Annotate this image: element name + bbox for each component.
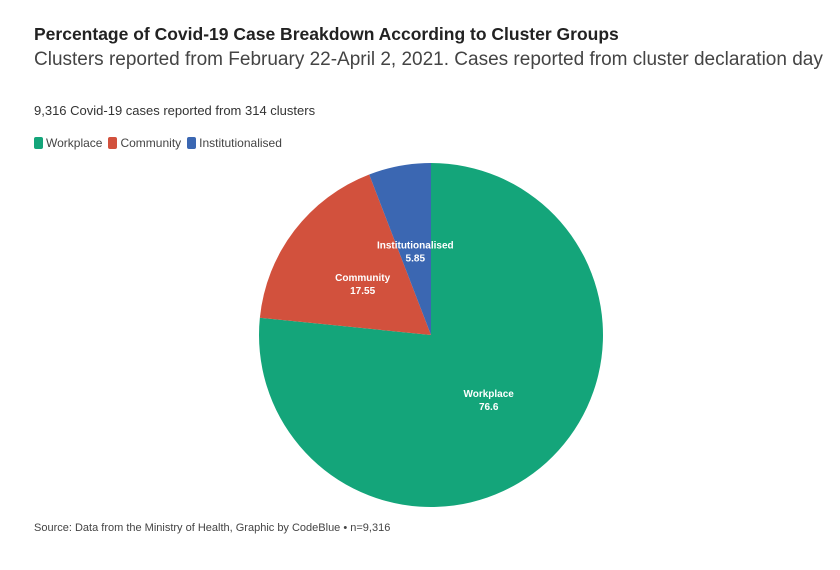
chart-note: 9,316 Covid-19 cases reported from 314 c… — [34, 103, 316, 118]
legend: Workplace Community Institutionalised — [34, 136, 282, 150]
chart-subtitle: Clusters reported from February 22-April… — [34, 49, 823, 70]
legend-label: Community — [120, 136, 182, 150]
legend-label: Workplace — [46, 136, 103, 150]
legend-item-institutionalised[interactable]: Institutionalised — [187, 136, 282, 150]
legend-swatch — [108, 137, 118, 149]
chart-title: Percentage of Covid-19 Case Breakdown Ac… — [34, 24, 619, 44]
pie-slice-institutionalised[interactable] — [369, 163, 431, 335]
slice-label-value: 5.85 — [406, 253, 426, 264]
pie-slice-community[interactable] — [259, 174, 431, 335]
slice-label-name: Community — [335, 273, 390, 284]
legend-label: Institutionalised — [199, 136, 282, 150]
chart-source: Source: Data from the Ministry of Health… — [34, 522, 391, 534]
slice-label-value: 76.6 — [479, 402, 499, 413]
legend-swatch — [187, 137, 197, 149]
legend-swatch — [34, 137, 43, 149]
slice-label-value: 17.55 — [350, 286, 375, 297]
legend-item-community[interactable]: Community — [108, 136, 181, 150]
legend-item-workplace[interactable]: Workplace — [34, 136, 102, 150]
slice-label-name: Institutionalised — [377, 240, 454, 251]
slice-label-name: Workplace — [463, 389, 514, 400]
